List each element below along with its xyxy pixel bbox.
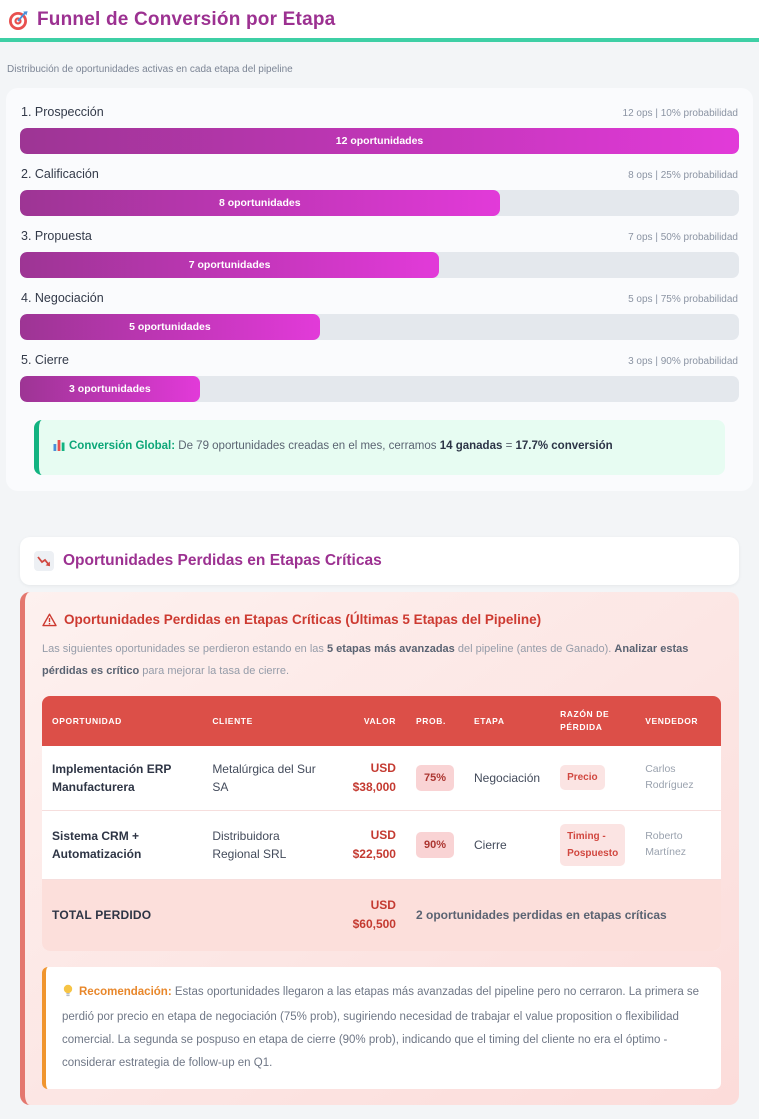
lost-section-heading: Oportunidades Perdidas en Etapas Crítica…	[20, 537, 739, 586]
stage-label: 3. Propuesta	[21, 229, 92, 243]
funnel-bar-track: 5 oportunidades	[20, 314, 739, 340]
col-header-valor: Valor	[333, 696, 406, 746]
col-header-vendedor: Vendedor	[635, 696, 721, 746]
alert-desc-text: del pipeline (antes de Ganado).	[454, 643, 615, 656]
recommendation-label: Recomendación:	[79, 985, 172, 998]
value-currency: USD	[370, 760, 396, 775]
value-currency: USD	[370, 827, 396, 842]
conversion-text: De 79 oportunidades creadas en el mes, c…	[175, 440, 440, 452]
cell-seller: Carlos Rodríguez	[635, 745, 721, 812]
page-title: Funnel de Conversión por Etapa	[37, 9, 336, 30]
alert-title-text: Oportunidades Perdidas en Etapas Crítica…	[64, 612, 542, 628]
page-header: Funnel de Conversión por Etapa	[0, 0, 759, 38]
stage-label: 2. Calificación	[21, 167, 99, 181]
conversion-equals: =	[502, 440, 516, 452]
cell-value: USD $38,000	[333, 745, 406, 812]
recommendation-box: Recomendación: Estas oportunidades llega…	[42, 966, 721, 1089]
funnel-bar-track: 12 oportunidades	[20, 128, 739, 154]
reason-badge: Precio	[560, 765, 605, 791]
header-divider	[0, 38, 759, 42]
total-label: TOTAL PERDIDO	[42, 880, 334, 951]
total-value: USD $60,500	[333, 880, 406, 951]
funnel-stage-propuesta: 3. Propuesta 7 ops | 50% probabilidad 7 …	[20, 229, 739, 278]
col-header-cliente: Cliente	[202, 696, 334, 746]
stage-meta: 12 ops | 10% probabilidad	[622, 108, 738, 119]
page-subtitle: Distribución de oportunidades activas en…	[7, 64, 293, 75]
value-amount: $22,500	[352, 847, 396, 862]
stage-label: 5. Cierre	[21, 353, 69, 367]
total-note: 2 oportunidades perdidas en etapas críti…	[405, 880, 721, 951]
lost-opportunities-table: Oportunidad Cliente Valor Prob. Etapa Ra…	[42, 696, 721, 951]
table-header-row: Oportunidad Cliente Valor Prob. Etapa Ra…	[42, 696, 721, 746]
cell-opportunity: Implementación ERP Manufacturera	[42, 745, 203, 812]
conversion-summary: Conversión Global: De 79 oportunidades c…	[34, 420, 725, 476]
funnel-card: 1. Prospección 12 ops | 10% probabilidad…	[6, 88, 753, 492]
funnel-bar-track: 8 oportunidades	[20, 190, 739, 216]
alert-desc-bold: Analizar estas pérdidas es crítico	[42, 643, 689, 678]
stage-meta: 8 ops | 25% probabilidad	[628, 170, 738, 181]
funnel-stage-prospeccion: 1. Prospección 12 ops | 10% probabilidad…	[20, 105, 739, 154]
table-total-row: TOTAL PERDIDO USD $60,500 2 oportunidade…	[42, 880, 721, 951]
lightbulb-icon	[62, 983, 74, 1006]
section-title: Oportunidades Perdidas en Etapas Crítica…	[63, 552, 382, 570]
alert-title: Oportunidades Perdidas en Etapas Crítica…	[42, 612, 721, 627]
funnel-bar-label: 8 oportunidades	[218, 197, 301, 209]
target-icon	[8, 10, 29, 31]
cell-value: USD $22,500	[333, 811, 406, 881]
stage-label: 4. Negociación	[21, 291, 104, 305]
bar-chart-icon	[53, 439, 65, 457]
col-header-prob: Prob.	[405, 696, 465, 746]
alert-desc-text: para mejorar la tasa de cierre.	[139, 665, 290, 678]
stage-meta: 7 ops | 50% probabilidad	[628, 232, 738, 243]
table-row: Implementación ERP Manufacturera Metalúr…	[42, 745, 721, 812]
funnel-stage-cierre: 5. Cierre 3 ops | 90% probabilidad 3 opo…	[20, 353, 739, 402]
funnel-bar-label: 12 oportunidades	[335, 135, 424, 147]
cell-prob: 75%	[405, 745, 465, 812]
funnel-bar-track: 7 oportunidades	[20, 252, 739, 278]
value-amount: $38,000	[352, 779, 396, 794]
cell-stage: Cierre	[464, 811, 551, 881]
conversion-rate: 17.7% conversión	[515, 440, 613, 452]
funnel-bar-fill: 7 oportunidades	[20, 252, 440, 278]
cell-client: Distribuidora Regional SRL	[202, 811, 334, 881]
conversion-won: 14 ganadas	[439, 440, 503, 452]
col-header-razon: Razón de Pérdida	[550, 696, 636, 746]
stage-label: 1. Prospección	[21, 105, 104, 119]
funnel-stage-calificacion: 2. Calificación 8 ops | 25% probabilidad…	[20, 167, 739, 216]
funnel-bar-label: 3 oportunidades	[69, 383, 151, 395]
chart-down-icon	[34, 551, 54, 572]
cell-prob: 90%	[405, 811, 465, 881]
funnel-bar-label: 7 oportunidades	[188, 259, 271, 271]
lost-alert-panel: Oportunidades Perdidas en Etapas Crítica…	[20, 592, 739, 1105]
cell-stage: Negociación	[464, 745, 551, 812]
value-currency: USD	[370, 898, 396, 913]
value-amount: $60,500	[352, 917, 396, 932]
cell-reason: Precio	[550, 745, 636, 812]
cell-seller: Roberto Martínez	[635, 811, 721, 881]
warning-icon	[42, 613, 57, 627]
stage-meta: 3 ops | 90% probabilidad	[628, 356, 738, 367]
alert-desc-text: Las siguientes oportunidades se perdiero…	[42, 643, 327, 656]
funnel-bar-fill: 8 oportunidades	[20, 190, 500, 216]
alert-description: Las siguientes oportunidades se perdiero…	[42, 638, 721, 682]
cell-client: Metalúrgica del Sur SA	[202, 745, 334, 812]
alert-desc-bold: 5 etapas más avanzadas	[326, 643, 455, 656]
funnel-bar-fill: 5 oportunidades	[20, 314, 320, 340]
reason-badge: Timing - Pospuesto	[560, 824, 626, 867]
table-row: Sistema CRM + Automatización Distribuido…	[42, 811, 721, 881]
funnel-bar-track: 3 oportunidades	[20, 376, 739, 402]
prob-badge: 75%	[415, 764, 455, 792]
conversion-label: Conversión Global:	[69, 440, 176, 452]
funnel-bar-fill: 12 oportunidades	[20, 128, 739, 154]
funnel-bar-label: 5 oportunidades	[129, 321, 211, 333]
col-header-etapa: Etapa	[464, 696, 551, 746]
funnel-stage-negociacion: 4. Negociación 5 ops | 75% probabilidad …	[20, 291, 739, 340]
cell-reason: Timing - Pospuesto	[550, 811, 636, 881]
cell-opportunity: Sistema CRM + Automatización	[42, 811, 203, 881]
prob-badge: 90%	[415, 831, 455, 859]
funnel-bar-fill: 3 oportunidades	[20, 376, 200, 402]
stage-meta: 5 ops | 75% probabilidad	[628, 294, 738, 305]
col-header-oportunidad: Oportunidad	[42, 696, 203, 746]
